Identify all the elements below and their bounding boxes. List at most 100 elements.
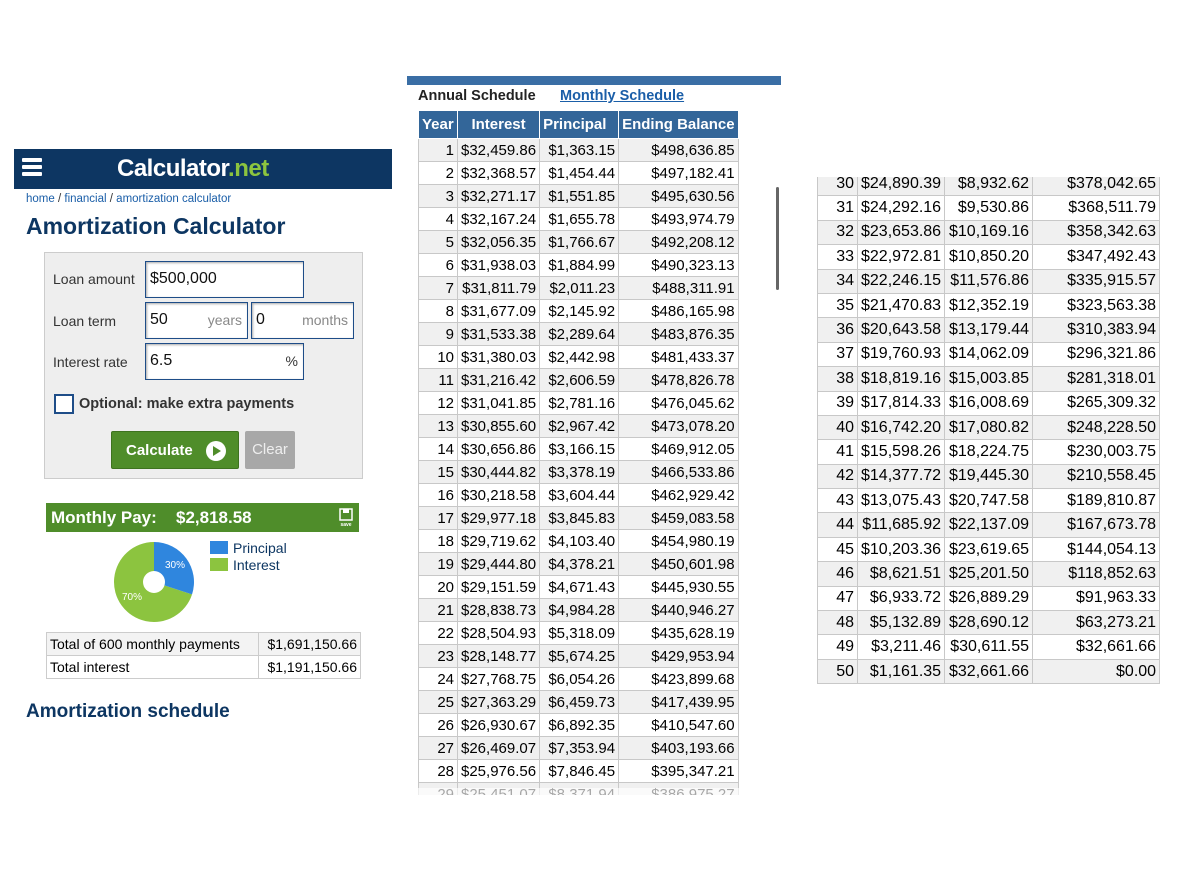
cell-ending-balance: $417,439.95	[618, 690, 739, 714]
loan-term-years-input[interactable]: 50 years	[145, 302, 248, 339]
tab-annual-schedule[interactable]: Annual Schedule	[418, 88, 536, 104]
legend-item-interest: Interest	[210, 557, 287, 574]
cell-year: 38	[817, 366, 858, 392]
table-row: 17 $29,977.18 $3,845.83 $459,083.58	[418, 506, 739, 530]
cell-principal: $5,674.25	[539, 644, 620, 668]
table-row: 7 $31,811.79 $2,011.23 $488,311.91	[418, 276, 739, 300]
breadcrumb-separator: /	[106, 193, 117, 205]
extra-payments-label[interactable]: Optional: make extra payments	[79, 396, 295, 412]
cell-principal: $23,619.65	[944, 536, 1034, 563]
breadcrumb: home / financial / amortization calculat…	[26, 193, 231, 205]
site-logo[interactable]: Calculator.net	[117, 155, 269, 183]
hamburger-menu-icon[interactable]	[22, 158, 42, 178]
cell-interest: $30,218.58	[456, 483, 541, 507]
schedule-continued-area: 30 $24,890.39 $8,932.62 $378,042.65 31 $24,29…	[817, 177, 1162, 698]
cell-year: 16	[418, 483, 458, 507]
breadcrumb-current[interactable]: amortization calculator	[116, 193, 232, 205]
loan-term-months-input[interactable]: 0 months	[251, 302, 354, 339]
cell-principal: $19,445.30	[944, 463, 1034, 490]
cell-principal: $6,459.73	[539, 690, 620, 714]
cell-ending-balance: $32,661.66	[1032, 634, 1161, 660]
legend-item-principal: Principal	[210, 540, 287, 557]
legend-swatch-interest	[210, 558, 228, 571]
cell-ending-balance: $429,953.94	[618, 644, 739, 668]
table-row: 46 $8,621.51 $25,201.50 $118,852.63	[817, 561, 1161, 587]
cell-year: 45	[817, 536, 858, 563]
cell-ending-balance: $454,980.19	[618, 529, 739, 553]
calculate-label: Calculate	[126, 442, 193, 459]
extra-payments-checkbox[interactable]	[54, 394, 74, 414]
table-row: 5 $32,056.35 $1,766.67 $492,208.12	[418, 230, 739, 254]
table-row: 27 $26,469.07 $7,353.94 $403,193.66	[418, 736, 739, 760]
cell-ending-balance: $189,810.87	[1032, 488, 1161, 514]
cell-year: 8	[418, 299, 458, 323]
cell-principal: $2,781.16	[539, 391, 620, 415]
cell-interest: $28,504.93	[456, 621, 541, 645]
cell-ending-balance: $347,492.43	[1032, 244, 1161, 270]
cell-interest: $28,148.77	[456, 644, 541, 668]
cell-year: 25	[418, 690, 458, 714]
cell-year: 18	[418, 529, 458, 553]
table-row: Total interest $1,191,150.66	[46, 655, 361, 679]
cell-principal: $6,892.35	[539, 713, 620, 737]
cell-interest: $32,056.35	[456, 230, 541, 254]
cell-principal: $11,576.86	[944, 268, 1034, 294]
clear-button[interactable]: Clear	[245, 431, 295, 469]
cell-interest: $10,203.36	[856, 536, 946, 563]
breadcrumb-home[interactable]: home	[26, 193, 55, 205]
calculator-form: Loan amount $500,000 Loan term 50 years 0…	[44, 252, 363, 479]
cell-interest: $5,132.89	[856, 610, 946, 636]
cell-year: 26	[418, 713, 458, 737]
cell-interest: $27,768.75	[456, 667, 541, 691]
col-header-interest: Interest	[456, 110, 541, 139]
annual-schedule-body: 1 $32,459.86 $1,363.15 $498,636.85 2 $32,368.…	[418, 138, 739, 795]
cell-interest: $31,041.85	[456, 391, 541, 415]
cell-principal: $10,169.16	[944, 219, 1034, 246]
cell-year: 36	[817, 317, 858, 343]
schedule-scroll-area[interactable]: Year Interest Principal Ending Balance 1…	[407, 110, 781, 795]
loan-amount-value: $500,000	[150, 270, 217, 287]
table-row: 43 $13,075.43 $20,747.58 $189,810.87	[817, 488, 1161, 514]
cell-interest: $21,470.83	[856, 292, 946, 319]
breadcrumb-financial[interactable]: financial	[64, 193, 107, 205]
cell-ending-balance: $486,165.98	[618, 299, 739, 323]
table-row: 14 $30,656.86 $3,166.15 $469,912.05	[418, 437, 739, 461]
cell-interest: $29,719.62	[456, 529, 541, 553]
cell-interest: $3,211.46	[856, 634, 946, 660]
tab-monthly-schedule[interactable]: Monthly Schedule	[560, 88, 685, 104]
cell-ending-balance: $435,628.19	[618, 621, 739, 645]
cell-principal: $7,846.45	[539, 759, 620, 783]
calculate-button[interactable]: Calculate	[111, 431, 239, 469]
cell-ending-balance: $490,323.13	[618, 253, 739, 277]
cell-principal: $1,363.15	[539, 138, 620, 162]
cell-interest: $28,838.73	[456, 598, 541, 622]
cell-principal: $1,655.78	[539, 207, 620, 231]
monthly-pay-bar: Monthly Pay: $2,818.58 save	[46, 503, 359, 532]
cell-interest: $32,368.57	[456, 161, 541, 185]
cell-year: 2	[418, 161, 458, 185]
pie-label-interest: 70%	[122, 592, 142, 603]
cell-interest: $31,216.42	[456, 368, 541, 392]
cell-ending-balance: $335,915.57	[1032, 268, 1161, 294]
total-payments-label: Total of 600 monthly payments	[46, 632, 259, 656]
cell-interest: $31,938.03	[456, 253, 541, 277]
interest-rate-input[interactable]: 6.5%	[145, 343, 304, 380]
cell-year: 22	[418, 621, 458, 645]
cell-ending-balance: $63,273.21	[1032, 610, 1161, 636]
cell-year: 4	[418, 207, 458, 231]
cell-year: 33	[817, 244, 858, 270]
table-row: 8 $31,677.09 $2,145.92 $486,165.98	[418, 299, 739, 323]
cell-interest: $19,760.93	[856, 341, 946, 368]
cell-year: 40	[817, 414, 858, 441]
cell-principal: $20,747.58	[944, 488, 1034, 514]
scrollbar-thumb[interactable]	[776, 187, 779, 290]
cell-ending-balance: $144,054.13	[1032, 536, 1161, 563]
pie-legend: Principal Interest	[210, 540, 287, 574]
cell-year: 1	[418, 138, 458, 162]
table-row: 50 $1,161.35 $32,661.66 $0.00	[817, 658, 1161, 685]
cell-year: 5	[418, 230, 458, 254]
save-icon[interactable]: save	[339, 508, 353, 527]
table-row: 33 $22,972.81 $10,850.20 $347,492.43	[817, 244, 1161, 270]
cell-interest: $14,377.72	[856, 463, 946, 490]
loan-amount-input[interactable]: $500,000	[145, 261, 304, 298]
